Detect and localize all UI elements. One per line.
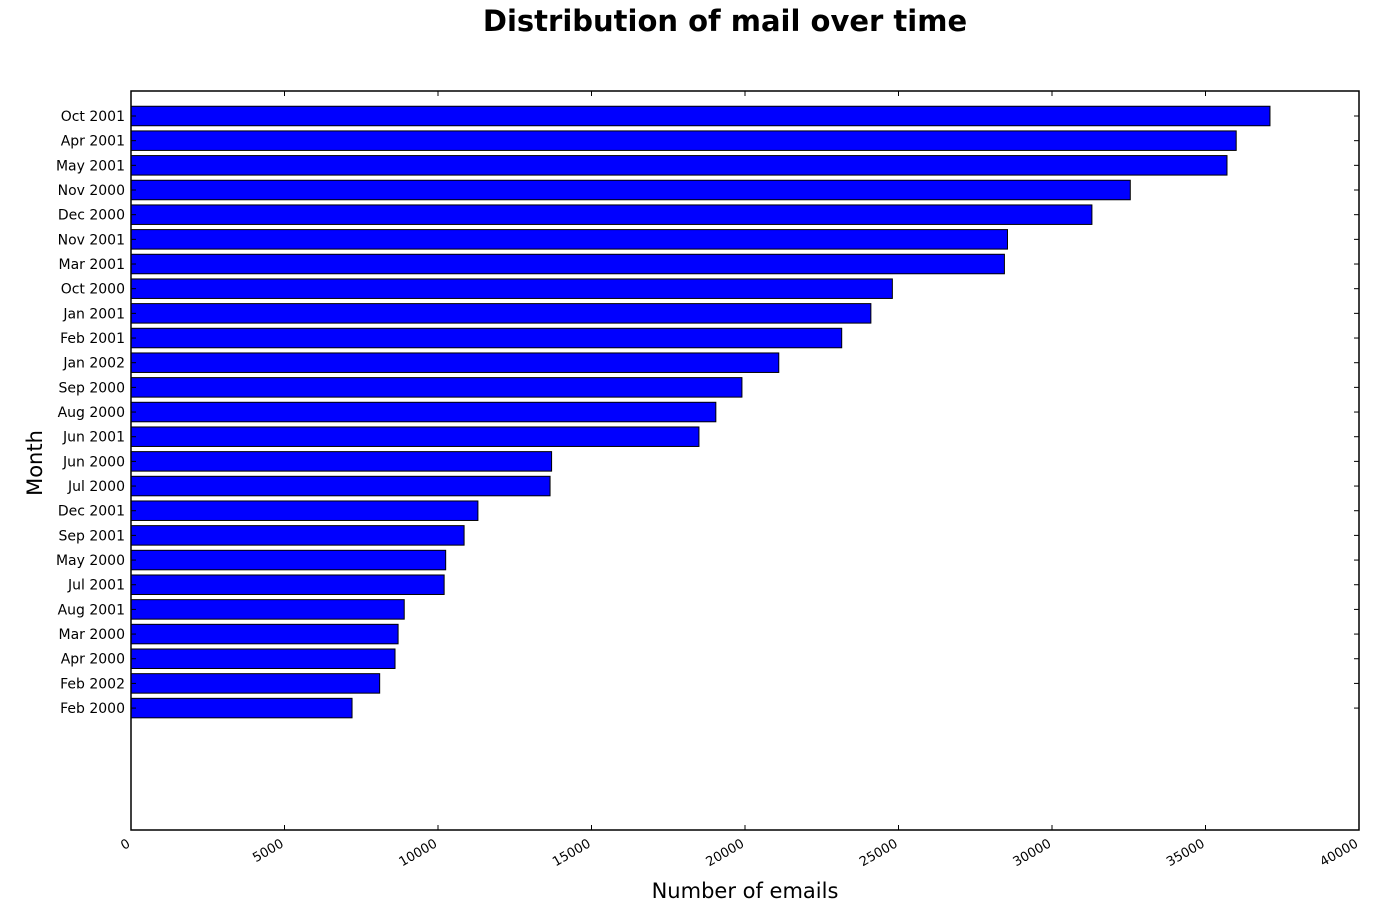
x-tick-label: 30000 <box>1011 836 1054 870</box>
bar <box>130 475 551 497</box>
bar <box>130 253 1005 275</box>
x-tick-label: 5000 <box>250 836 286 866</box>
bar <box>130 377 743 398</box>
y-tick-label: Sep 2000 <box>59 380 125 396</box>
bar <box>130 401 717 423</box>
bar <box>130 130 1237 151</box>
x-tick-label: 0 <box>118 836 133 853</box>
y-tick-label: Oct 2001 <box>61 109 125 125</box>
y-tick-label: Oct 2000 <box>61 282 125 298</box>
bar <box>130 352 780 373</box>
chart-title: Distribution of mail over time <box>483 4 967 38</box>
y-tick-label: Jun 2001 <box>62 430 125 446</box>
y-tick-label: Mar 2000 <box>59 627 126 643</box>
bar <box>130 451 553 472</box>
y-tick-label: Sep 2001 <box>59 528 125 544</box>
y-tick-label: Jul 2001 <box>67 578 125 594</box>
y-tick-label: Jun 2000 <box>62 454 125 470</box>
y-tick-label: May 2001 <box>56 158 125 174</box>
x-tick-label: 25000 <box>857 836 900 870</box>
y-tick-label: Apr 2000 <box>61 652 125 668</box>
y-tick-label: Feb 2002 <box>60 676 125 692</box>
y-tick-label: Aug 2001 <box>58 602 125 618</box>
bar <box>130 549 447 571</box>
y-tick-label: Nov 2000 <box>58 183 125 199</box>
bar <box>130 204 1093 225</box>
y-tick-label: Apr 2001 <box>61 134 125 150</box>
y-tick-label: Nov 2001 <box>58 232 125 248</box>
bar <box>130 574 445 595</box>
bar <box>130 179 1131 201</box>
bar <box>130 648 396 669</box>
x-tick-label: 20000 <box>704 836 747 870</box>
bar <box>130 500 479 521</box>
bar <box>130 155 1228 176</box>
y-tick-label: Jan 2001 <box>62 306 125 322</box>
bar <box>130 697 353 719</box>
x-tick-label: 35000 <box>1164 836 1207 870</box>
bar <box>130 525 465 546</box>
y-tick-label: Feb 2001 <box>60 331 125 347</box>
y-tick-label: Mar 2001 <box>59 257 126 273</box>
bar <box>130 303 872 324</box>
bar <box>130 673 381 694</box>
plot-frame <box>130 90 1360 831</box>
y-tick-label: Jan 2002 <box>62 356 125 372</box>
y-tick-label: Dec 2001 <box>58 504 125 520</box>
y-tick-label: Dec 2000 <box>58 208 125 224</box>
y-tick-label: Feb 2000 <box>60 701 125 717</box>
x-axis-title: Number of emails <box>652 879 839 903</box>
bar <box>130 426 700 447</box>
y-axis-title: Month <box>23 430 47 496</box>
x-tick-label: 40000 <box>1318 836 1361 870</box>
y-tick-label: Jul 2000 <box>67 479 125 495</box>
bar <box>130 623 399 645</box>
x-tick-label: 10000 <box>397 836 440 870</box>
bars-group <box>130 105 1271 719</box>
bar <box>130 278 893 299</box>
bar <box>130 599 405 620</box>
bar <box>130 105 1271 127</box>
y-tick-label: Aug 2000 <box>58 405 125 421</box>
bar <box>130 229 1008 250</box>
x-tick-label: 15000 <box>550 836 593 870</box>
bar <box>130 327 843 349</box>
y-tick-label: May 2000 <box>56 553 125 569</box>
